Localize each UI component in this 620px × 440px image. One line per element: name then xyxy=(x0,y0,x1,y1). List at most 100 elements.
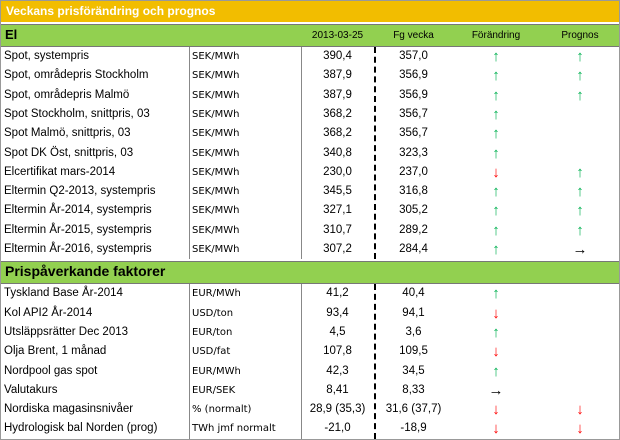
row-name: Nordpool gas spot xyxy=(4,364,98,377)
row-unit: USD/fat xyxy=(192,346,231,358)
title-bar: Veckans prisförändring och prognos xyxy=(1,1,619,22)
change-arrow: ↓ xyxy=(492,420,500,438)
current-value: 327,1 xyxy=(323,204,352,217)
change-arrow: ↓ xyxy=(492,163,500,181)
row-unit: TWh jmf normalt xyxy=(192,423,276,435)
current-value: 340,8 xyxy=(323,146,352,159)
change-arrow: ↑ xyxy=(492,67,500,85)
column-divider xyxy=(189,47,190,260)
change-arrow: ↑ xyxy=(492,86,500,104)
row-name: Nordiska magasinsnivåer xyxy=(4,403,134,416)
previous-value: 40,4 xyxy=(402,287,425,300)
row-unit: SEK/MWh xyxy=(192,147,240,159)
previous-value: 356,9 xyxy=(399,69,428,82)
previous-value: 357,0 xyxy=(399,50,428,62)
change-arrow: ↑ xyxy=(492,144,500,162)
forecast-arrow: ↑ xyxy=(576,48,584,65)
forecast-arrow: ↑ xyxy=(576,221,584,239)
current-value: 390,4 xyxy=(323,50,352,62)
change-arrow: → xyxy=(488,381,504,399)
previous-value: 8,33 xyxy=(402,383,425,396)
previous-value: 237,0 xyxy=(399,165,428,178)
current-value: 28,9 (35,3) xyxy=(309,403,366,416)
forecast-arrow: ↑ xyxy=(576,86,584,104)
column-divider xyxy=(374,47,376,260)
column-header: Förändring xyxy=(471,30,521,41)
section-title: El xyxy=(5,27,18,42)
row-name: Valutakurs xyxy=(4,383,58,396)
row-name: Spot Stockholm, snittpris, 03 xyxy=(4,107,150,120)
title: Veckans prisförändring och prognos xyxy=(6,4,216,18)
column-header: Prognos xyxy=(561,30,599,41)
column-header: Fg vecka xyxy=(393,30,434,41)
change-arrow: ↓ xyxy=(492,401,500,419)
row-unit: SEK/MWh xyxy=(192,224,240,236)
previous-value: 94,1 xyxy=(402,306,425,319)
change-arrow: ↑ xyxy=(492,285,500,303)
row-unit: SEK/MWh xyxy=(192,186,240,198)
change-arrow: ↑ xyxy=(492,241,500,258)
current-value: 368,2 xyxy=(323,127,352,140)
row-unit: SEK/MWh xyxy=(192,51,240,62)
section-header xyxy=(1,261,619,285)
row-unit: EUR/MWh xyxy=(192,365,241,377)
column-divider xyxy=(301,284,302,439)
change-arrow: ↑ xyxy=(492,125,500,143)
row-unit: SEK/MWh xyxy=(192,128,240,140)
previous-value: 316,8 xyxy=(399,185,428,198)
previous-value: 356,7 xyxy=(399,127,428,140)
forecast-arrow: ↑ xyxy=(576,163,584,181)
previous-value: 289,2 xyxy=(399,223,428,236)
forecast-arrow: ↑ xyxy=(576,202,584,220)
column-divider xyxy=(189,284,190,439)
previous-value: 34,5 xyxy=(402,364,425,377)
row-name: Spot, systempris xyxy=(4,50,89,62)
row-unit: SEK/MWh xyxy=(192,89,240,101)
section-title: Prispåverkande faktorer xyxy=(5,263,166,280)
row-name: Tyskland Base År-2014 xyxy=(4,287,123,300)
change-arrow: ↓ xyxy=(492,343,500,361)
change-arrow: ↑ xyxy=(492,202,500,220)
previous-value: 31,6 (37,7) xyxy=(385,403,442,416)
previous-value: 3,6 xyxy=(405,325,422,338)
change-arrow: ↑ xyxy=(492,183,500,201)
row-name: Hydrologisk bal Norden (prog) xyxy=(4,422,158,435)
forecast-arrow: ↑ xyxy=(576,183,584,201)
row-name: Olja Brent, 1 månad xyxy=(4,345,107,358)
current-value: 310,7 xyxy=(323,223,352,236)
row-unit: USD/ton xyxy=(192,307,234,319)
current-value: 230,0 xyxy=(323,165,352,178)
section-header xyxy=(1,24,619,47)
row-name: Spot, områdepris Malmö xyxy=(4,88,130,101)
row-unit: EUR/MWh xyxy=(192,288,241,300)
forecast-arrow: ↓ xyxy=(576,401,584,419)
current-value: -21,0 xyxy=(324,422,351,435)
row-name: Eltermin År-2016, systempris xyxy=(4,243,152,255)
current-value: 107,8 xyxy=(323,345,352,358)
previous-value: 284,4 xyxy=(399,243,428,255)
row-name: Utsläppsrätter Dec 2013 xyxy=(4,325,129,338)
change-arrow: ↑ xyxy=(492,48,500,65)
change-arrow: ↓ xyxy=(492,304,500,322)
row-unit: EUR/SEK xyxy=(192,384,236,396)
row-name: Spot Malmö, snittpris, 03 xyxy=(4,127,131,140)
forecast-arrow: → xyxy=(572,241,588,258)
previous-value: 109,5 xyxy=(399,345,428,358)
current-value: 4,5 xyxy=(329,325,346,338)
row-name: Spot DK Öst, snittpris, 03 xyxy=(4,146,134,159)
row-name: Kol API2 År-2014 xyxy=(4,306,93,319)
row-name: Eltermin Q2-2013, systempris xyxy=(4,185,156,198)
row-name: Elcertifikat mars-2014 xyxy=(4,165,116,178)
row-name: Eltermin År-2014, systempris xyxy=(4,204,152,217)
column-header: 2013-03-25 xyxy=(311,30,364,41)
row-unit: EUR/ton xyxy=(192,326,233,338)
row-unit: SEK/MWh xyxy=(192,244,240,255)
row-unit: SEK/MWh xyxy=(192,70,240,82)
previous-value: 323,3 xyxy=(399,146,428,159)
previous-value: -18,9 xyxy=(400,422,427,435)
row-name: Spot, områdepris Stockholm xyxy=(4,69,149,82)
current-value: 8,41 xyxy=(326,383,349,396)
previous-value: 356,9 xyxy=(399,88,428,101)
row-unit: SEK/MWh xyxy=(192,166,240,178)
